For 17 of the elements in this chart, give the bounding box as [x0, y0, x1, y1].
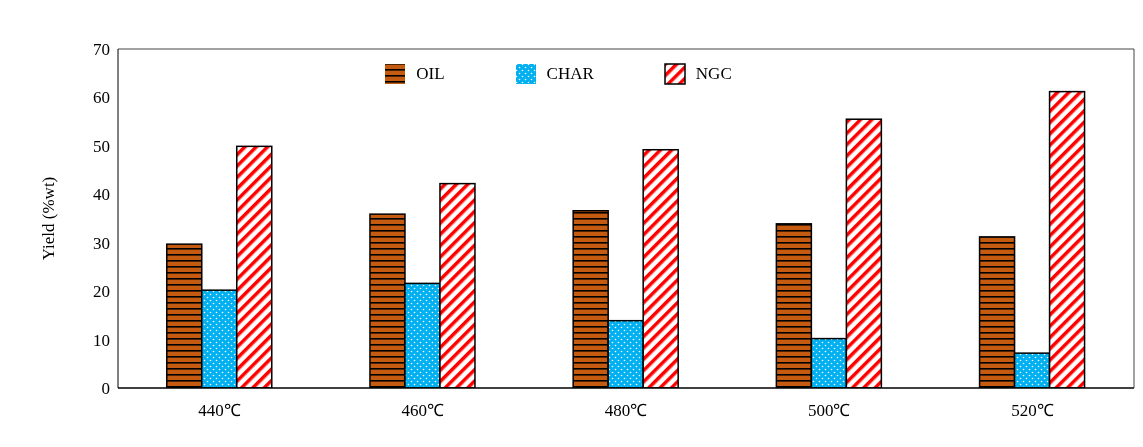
- y-tick-label: 0: [101, 379, 110, 399]
- legend-label: CHAR: [546, 64, 594, 84]
- y-tick-label: 20: [93, 282, 110, 302]
- y-tick-label: 10: [93, 330, 110, 350]
- x-tick-label: 460℃: [401, 401, 445, 421]
- x-tick-label: 500℃: [807, 401, 851, 421]
- legend-label: NGC: [695, 64, 732, 84]
- y-tick-label: 40: [93, 185, 110, 205]
- y-tick-label: 50: [93, 136, 110, 156]
- legend-label: OIL: [416, 64, 445, 84]
- y-tick-label: 70: [93, 40, 110, 60]
- y-tick-label: 60: [93, 88, 110, 108]
- y-axis-title: Yield (%wt): [39, 176, 59, 261]
- x-tick-label: 520℃: [1011, 401, 1054, 421]
- y-tick-label: 30: [93, 233, 110, 253]
- x-tick-label: 480℃: [604, 401, 648, 421]
- x-tick-label: 440℃: [198, 401, 241, 421]
